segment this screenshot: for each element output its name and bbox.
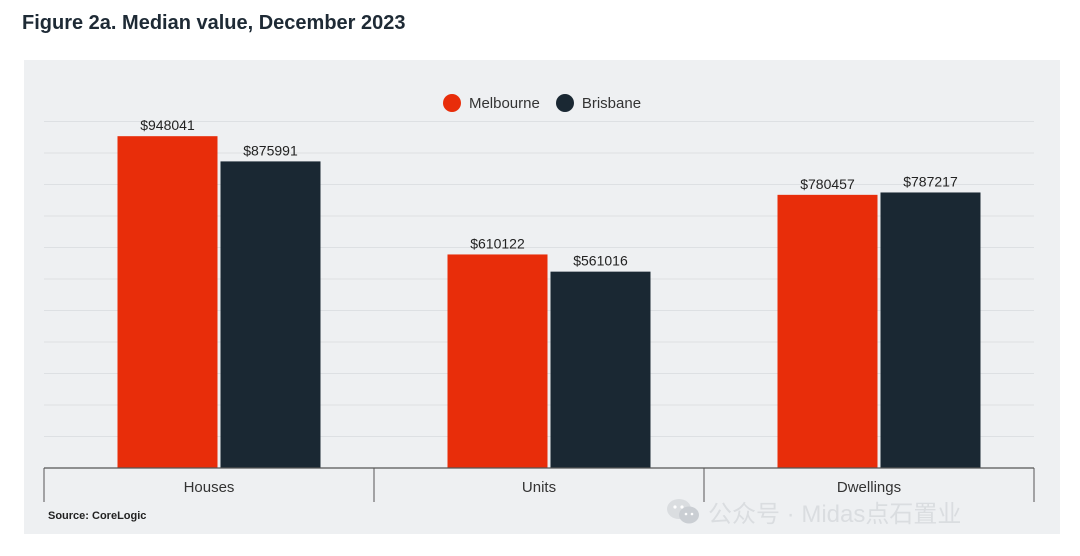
category-label: Dwellings <box>837 479 901 496</box>
category-label: Houses <box>184 479 235 496</box>
bars <box>117 136 981 469</box>
legend: Melbourne Brisbane <box>24 94 1060 112</box>
watermark-text: 公众号 · Midas点石置业 <box>708 501 962 528</box>
data-label: $610122 <box>470 235 525 251</box>
x-axis: Houses Units Dwellings <box>43 467 1035 502</box>
bar-brisbane-dwellings <box>880 192 981 468</box>
bar-chart: $948041 $875991 $610122 $561016 $780457 $7872… <box>43 117 1035 502</box>
figure-title: Figure 2a. Median value, December 2023 <box>22 12 406 34</box>
legend-label-brisbane: Brisbane <box>581 94 642 112</box>
watermark: 公众号 · Midas点石置业 <box>666 494 961 529</box>
category-label: Units <box>522 479 556 496</box>
wechat-icon <box>666 497 700 527</box>
bar-brisbane-units <box>550 271 651 468</box>
legend-item-melbourne: Melbourne <box>442 94 540 112</box>
data-label: $787217 <box>903 173 958 189</box>
source-note: Source: CoreLogic <box>48 510 147 522</box>
legend-item-brisbane: Brisbane <box>555 94 642 112</box>
legend-swatch-melbourne <box>442 94 461 112</box>
data-labels: $948041 $875991 $610122 $561016 $780457 $7872… <box>140 117 958 268</box>
bar-melbourne-houses <box>117 136 218 468</box>
legend-label-melbourne: Melbourne <box>468 94 540 112</box>
bar-melbourne-units <box>447 254 548 468</box>
data-label: $948041 <box>140 117 195 133</box>
data-label: $780457 <box>800 176 855 192</box>
bar-melbourne-dwellings <box>777 194 878 468</box>
data-label: $875991 <box>243 142 298 158</box>
legend-swatch-brisbane <box>555 94 574 112</box>
data-label: $561016 <box>573 253 628 269</box>
bar-brisbane-houses <box>220 161 321 469</box>
chart-panel: $948041 $875991 $610122 $561016 $780457 $7872… <box>24 60 1060 534</box>
